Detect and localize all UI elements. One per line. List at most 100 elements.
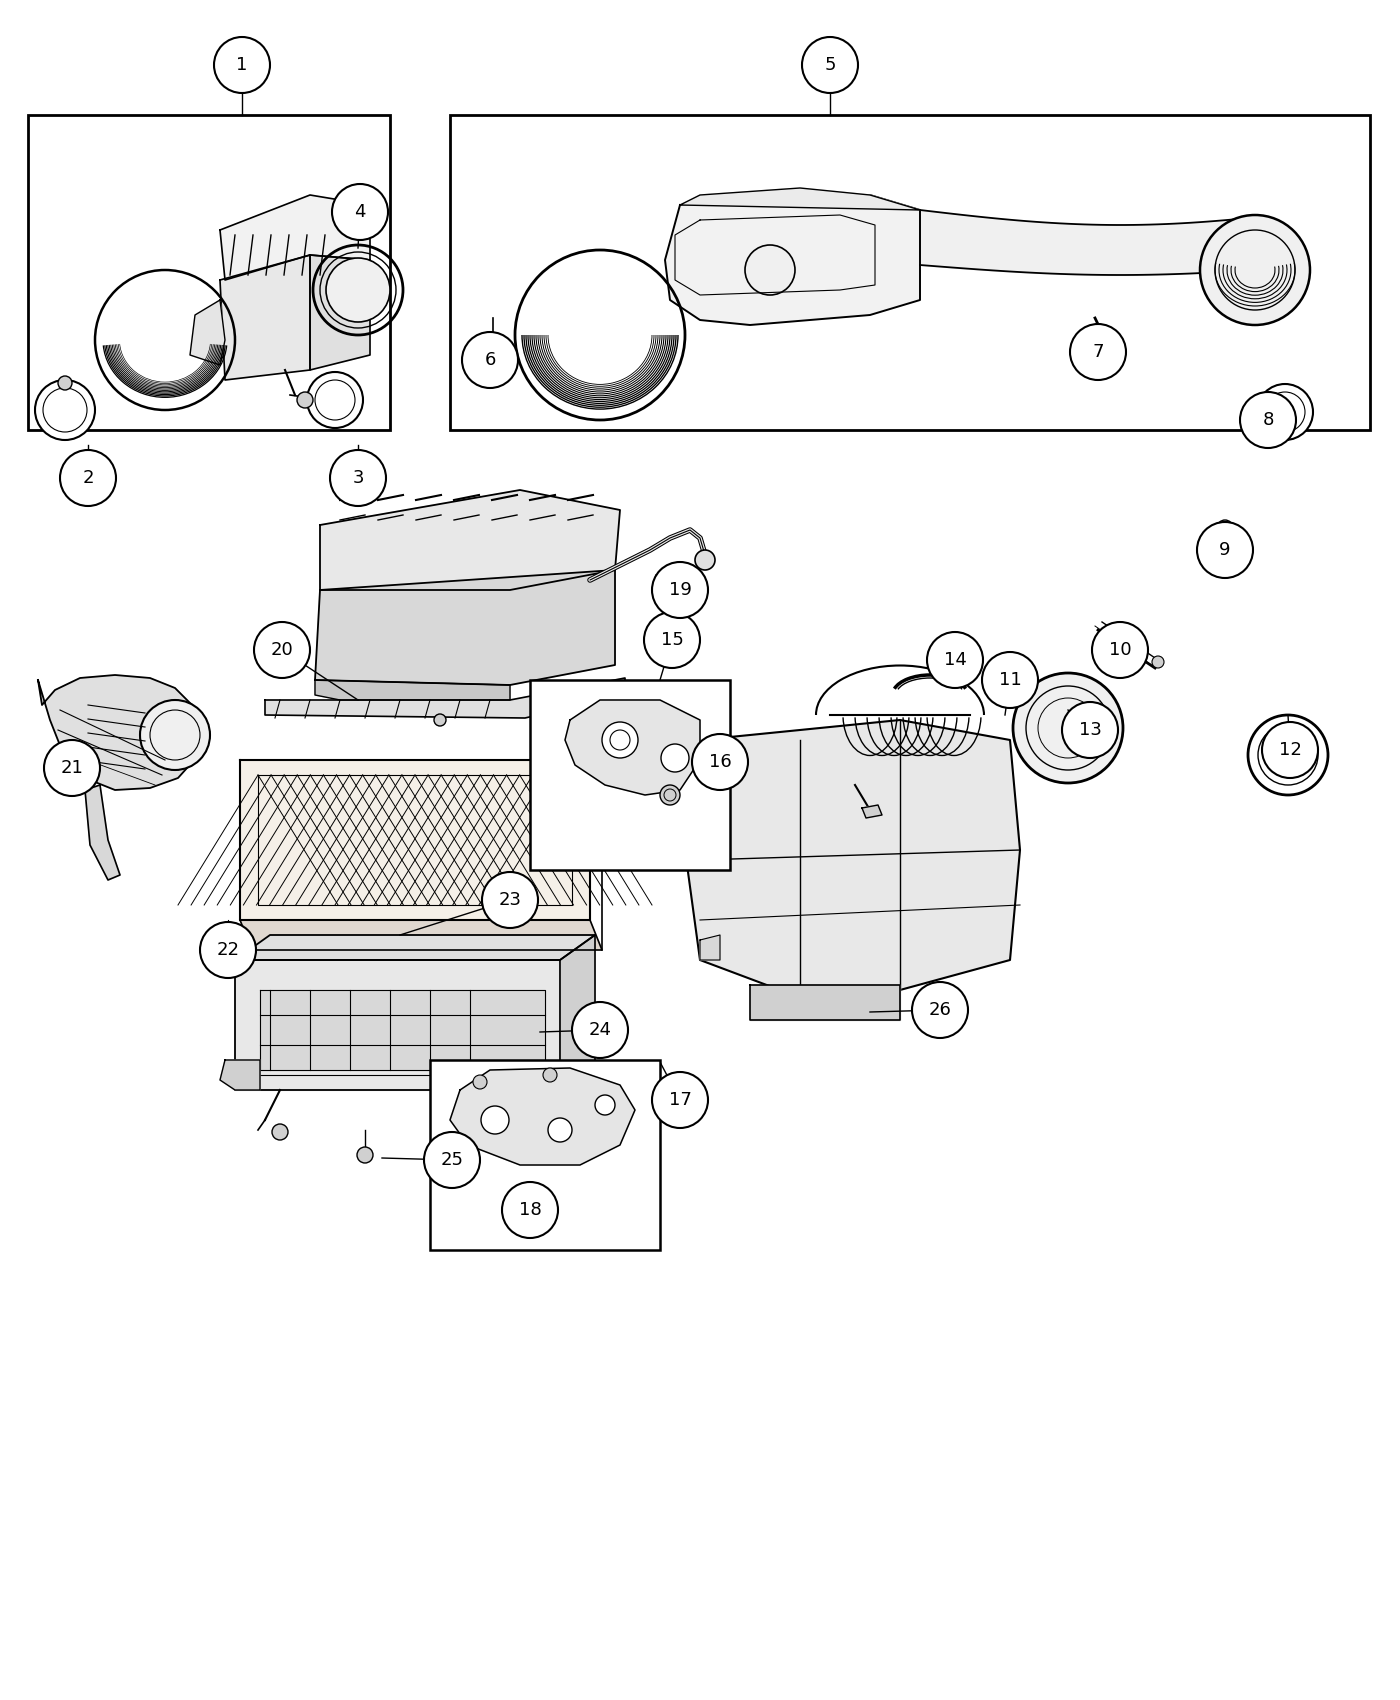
Text: 19: 19 [669,581,692,598]
Polygon shape [700,734,720,760]
Circle shape [60,450,116,507]
Circle shape [1152,656,1163,668]
Circle shape [547,1119,573,1142]
Polygon shape [560,935,595,1090]
Text: 3: 3 [353,469,364,486]
Circle shape [602,722,638,758]
Polygon shape [220,255,309,381]
Text: 5: 5 [825,56,836,75]
Text: 15: 15 [661,631,683,649]
Circle shape [503,1182,559,1238]
Circle shape [297,393,314,408]
Circle shape [482,872,538,928]
Text: 1: 1 [237,56,248,75]
Polygon shape [680,189,920,211]
Polygon shape [260,989,545,1069]
Polygon shape [190,299,225,366]
Bar [531,680,729,870]
Circle shape [1063,702,1119,758]
Polygon shape [700,935,720,960]
Circle shape [802,37,858,94]
Text: 8: 8 [1263,411,1274,428]
Circle shape [1200,214,1310,325]
Text: 11: 11 [998,672,1022,688]
Circle shape [43,740,99,796]
Text: 2: 2 [83,469,94,486]
Circle shape [745,245,795,296]
Bar [449,116,1371,430]
Circle shape [307,372,363,428]
Circle shape [927,632,983,688]
Circle shape [595,1095,615,1115]
Text: 23: 23 [498,891,521,910]
Polygon shape [235,960,560,1090]
Text: 13: 13 [1078,721,1102,740]
Polygon shape [239,760,589,920]
Circle shape [272,1124,288,1141]
Circle shape [1261,722,1317,779]
Circle shape [694,551,715,570]
Text: 6: 6 [484,350,496,369]
Circle shape [214,37,270,94]
Polygon shape [235,935,595,960]
Circle shape [487,354,498,366]
Circle shape [434,714,447,726]
Text: 9: 9 [1219,541,1231,559]
Text: 20: 20 [270,641,294,660]
Text: 4: 4 [354,202,365,221]
Polygon shape [315,680,510,700]
Circle shape [661,745,689,772]
Circle shape [1070,325,1126,381]
Circle shape [652,563,708,619]
Circle shape [57,376,71,389]
Circle shape [911,983,967,1039]
Polygon shape [315,570,615,685]
Circle shape [1247,716,1329,796]
Bar [430,1061,659,1250]
Circle shape [652,1073,708,1129]
Circle shape [1197,522,1253,578]
Circle shape [692,734,748,790]
Text: 12: 12 [1278,741,1302,758]
Text: 14: 14 [944,651,966,670]
Text: 10: 10 [1109,641,1131,660]
Polygon shape [685,721,1021,989]
Polygon shape [309,255,370,371]
Circle shape [1217,520,1233,536]
Polygon shape [750,984,900,1020]
Text: 25: 25 [441,1151,463,1170]
Circle shape [469,337,517,384]
Circle shape [357,1148,372,1163]
Circle shape [1014,673,1123,784]
Circle shape [424,1132,480,1188]
Polygon shape [220,196,370,280]
Text: 18: 18 [518,1200,542,1219]
Circle shape [253,622,309,678]
Polygon shape [566,700,700,796]
Circle shape [981,653,1037,707]
Polygon shape [38,675,200,790]
Circle shape [473,1074,487,1090]
Circle shape [332,184,388,240]
Polygon shape [239,920,602,950]
Text: 7: 7 [1092,343,1103,360]
Circle shape [543,1068,557,1081]
Circle shape [482,1107,510,1134]
Circle shape [326,258,391,321]
Text: 22: 22 [217,942,239,959]
Text: 24: 24 [588,1022,612,1039]
Circle shape [659,785,680,806]
Circle shape [573,1001,629,1057]
Text: 21: 21 [60,758,84,777]
Polygon shape [449,1068,636,1164]
Polygon shape [862,806,882,818]
Text: 17: 17 [669,1091,692,1108]
Circle shape [1092,622,1148,678]
Circle shape [1257,384,1313,440]
Circle shape [35,381,95,440]
Polygon shape [220,1061,260,1090]
Circle shape [200,921,256,978]
Circle shape [1240,393,1296,449]
Bar [28,116,391,430]
Circle shape [462,332,518,388]
